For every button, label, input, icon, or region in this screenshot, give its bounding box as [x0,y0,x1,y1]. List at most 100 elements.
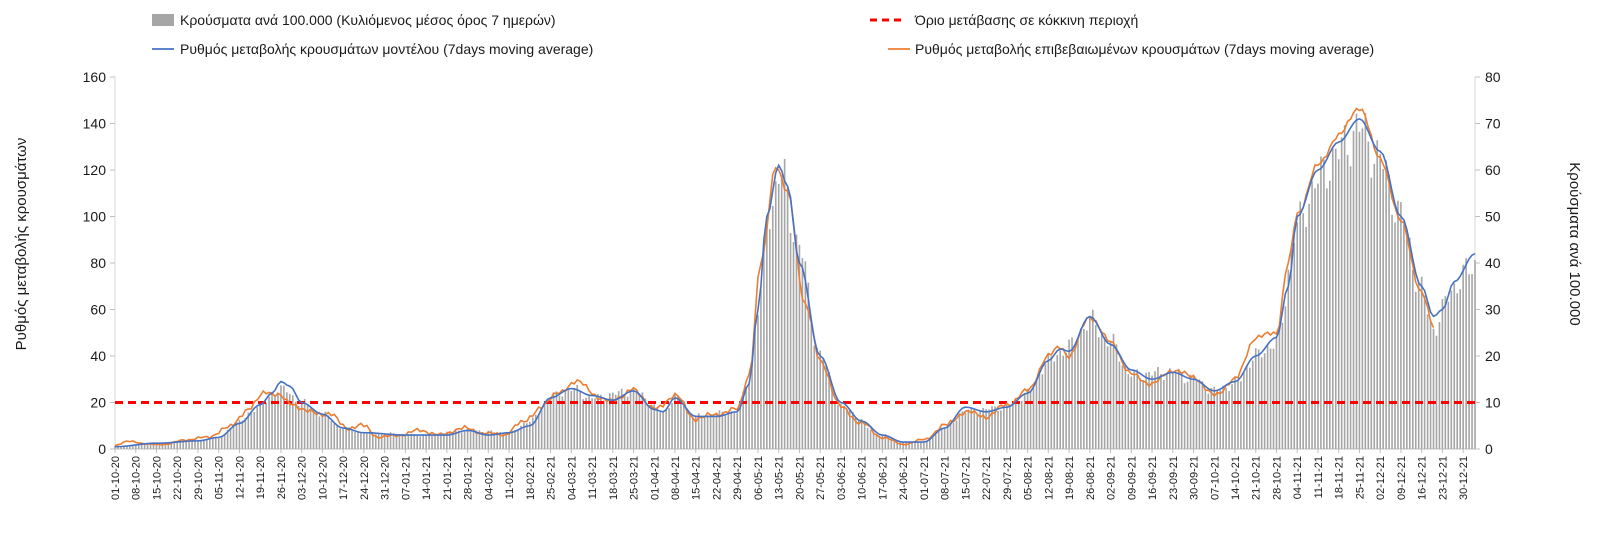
bar [931,437,934,449]
bar [170,442,173,449]
bar [481,432,484,449]
bar [1447,301,1450,449]
bar [401,433,404,449]
bar [546,400,549,449]
bar [961,411,964,449]
x-tick-label: 21-01-21 [442,456,454,500]
x-tick-label: 28-10-21 [1271,456,1283,500]
bar [994,406,996,449]
bar [1432,328,1435,449]
x-tick-label: 25-03-21 [629,456,641,500]
bar [1314,188,1316,450]
bar [863,422,866,449]
bar [659,412,661,449]
bar [1074,345,1076,449]
bar [964,412,967,449]
x-tick-label: 11-02-21 [504,456,516,499]
bar [1272,348,1275,449]
x-tick-label: 11-03-21 [587,456,599,499]
bar [1302,213,1304,449]
bar [1198,379,1201,449]
bar [1269,348,1272,449]
bar [431,434,433,449]
bar [1228,391,1230,449]
bar [333,423,336,449]
bar [1189,374,1192,449]
bar [1349,166,1352,449]
x-tick-label: 03-12-20 [297,456,309,500]
bar [683,405,685,449]
bar [665,408,667,449]
bar [336,425,339,449]
x-tick-label: 01-10-20 [110,456,122,500]
x-tick-label: 25-02-21 [546,456,558,500]
x-tick-label: 22-10-20 [172,456,184,500]
bar [457,430,460,449]
x-tick-label: 22-04-21 [711,456,723,500]
bar [1317,183,1319,449]
x-tick-label: 04-02-21 [483,456,495,500]
bar [449,432,451,449]
bar [283,385,285,449]
bar [896,440,899,449]
x-tick-label: 26-08-21 [1085,456,1097,500]
bar [603,400,605,449]
bar [686,408,688,449]
bar [1216,391,1219,449]
bar [703,417,706,449]
bar [1406,230,1408,449]
bar [1148,371,1150,449]
bar [650,405,653,449]
bar [712,416,715,449]
bar [914,442,916,449]
bar [697,413,700,449]
bar [549,400,552,449]
bar [523,422,525,449]
bar [1293,242,1296,449]
bar [1023,392,1026,449]
bar [306,404,309,449]
bar [389,432,392,449]
bar [1100,334,1103,449]
bar [594,398,596,449]
bar [849,409,851,449]
bar [837,404,839,449]
bar [1284,306,1287,449]
bar [813,345,816,449]
bar [1346,154,1349,449]
bar [413,433,416,449]
bar [1207,393,1210,449]
bar [1364,113,1367,449]
bar [1106,346,1109,449]
bar [511,430,513,449]
bar [206,438,208,449]
bar [674,394,676,449]
bar [760,289,762,449]
bar [920,442,922,449]
bar [754,326,756,449]
bar [949,423,952,449]
x-tick-label: 07-01-21 [400,456,412,500]
bar [371,432,374,449]
bar [529,421,531,449]
bar [579,391,581,449]
bar [609,393,611,449]
bar [1026,388,1029,449]
bar [1006,405,1008,449]
bar [834,402,836,449]
bar [505,434,507,449]
bar [614,394,617,449]
y-left-tick-label: 20 [90,395,106,411]
y-right-tick-label: 20 [1485,348,1501,364]
bar [167,443,170,449]
bar [416,435,419,449]
bar [727,413,730,449]
bar [1041,374,1044,449]
bar [1186,381,1189,449]
bar [958,414,961,449]
bar [422,434,424,449]
x-tick-label: 01-04-21 [649,456,661,500]
bar [114,446,116,449]
bar [567,388,570,449]
bar [748,383,750,449]
